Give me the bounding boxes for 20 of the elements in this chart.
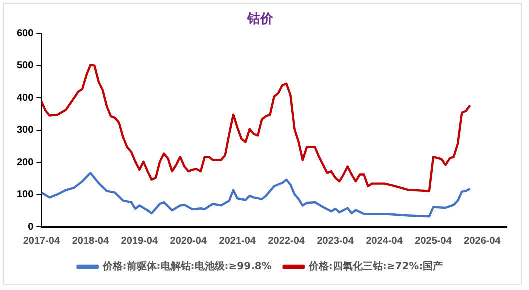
y-tick-label: 100: [16, 190, 34, 201]
x-tick-label: 2020-04: [170, 236, 208, 247]
x-tick-label: 2023-04: [317, 236, 354, 247]
x-tick-label: 2026-04: [464, 236, 502, 247]
x-tick-label: 2019-04: [121, 236, 158, 247]
y-tick-label: 400: [16, 92, 34, 104]
y-tick-label: 600: [16, 28, 34, 40]
y-tick-label: 0: [28, 222, 34, 233]
chart-title: 钴价: [246, 12, 274, 28]
x-tick-label: 2025-04: [415, 236, 452, 247]
y-tick-label: 500: [16, 60, 34, 72]
x-tick-label: 2017-04: [23, 236, 60, 247]
x-tick-label: 2021-04: [219, 236, 256, 247]
legend-label: 价格:前驱体:电解钴:电池级:≥99.8%: [102, 260, 272, 273]
x-tick-label: 2022-04: [268, 236, 306, 247]
legend-label: 价格:四氧化三钴:≥72%:国产: [308, 260, 444, 273]
x-tick-label: 2024-04: [366, 236, 404, 247]
x-tick-label: 2018-04: [72, 236, 110, 247]
y-tick-label: 200: [16, 157, 34, 168]
y-tick-label: 300: [16, 125, 34, 136]
